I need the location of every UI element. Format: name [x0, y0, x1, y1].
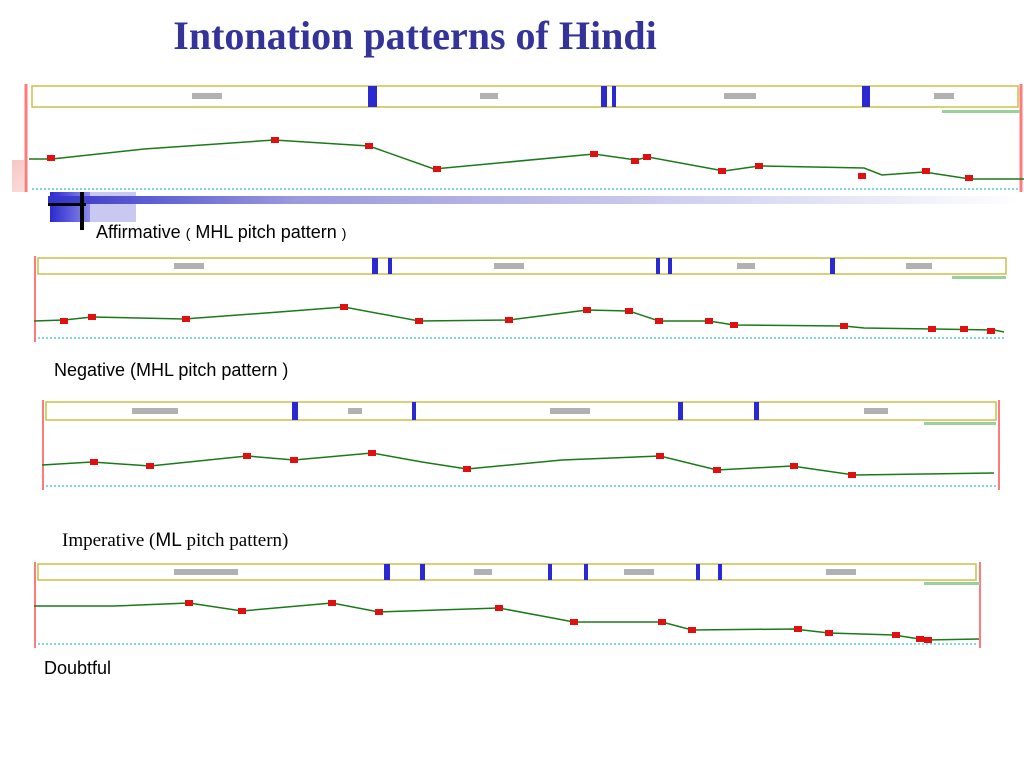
caption-affirmative-open: ( [185, 225, 191, 241]
caption-imperative-pre: Imperative ( [62, 530, 156, 551]
pitch-track-affirmative [24, 84, 1024, 192]
pitch-track-imperative [42, 400, 1004, 490]
doubtful-pitch-svg [34, 562, 986, 648]
pitch-track-negative [34, 256, 1010, 342]
caption-imperative: Imperative (ML pitch pattern) [62, 530, 288, 552]
imperative-pitch-svg [42, 400, 1004, 490]
caption-affirmative-pattern: MHL pitch pattern [190, 222, 342, 242]
slide-title: Intonation patterns of Hindi [173, 13, 657, 58]
negative-pitch-svg [34, 256, 1010, 342]
affirmative-pitch-svg [24, 84, 1024, 192]
caption-affirmative: Affirmative ( MHL pitch pattern ) [96, 222, 346, 243]
caption-negative: Negative (MHL pitch pattern ) [54, 360, 289, 380]
pitch-track-doubtful [34, 562, 986, 648]
caption-imperative-post: pitch pattern) [181, 530, 289, 551]
caption-affirmative-word: Affirmative [96, 222, 181, 242]
caption-imperative-mid: ML [155, 530, 182, 551]
caption-affirmative-close: ) [341, 225, 347, 241]
caption-doubtful: Doubtful [44, 658, 112, 678]
